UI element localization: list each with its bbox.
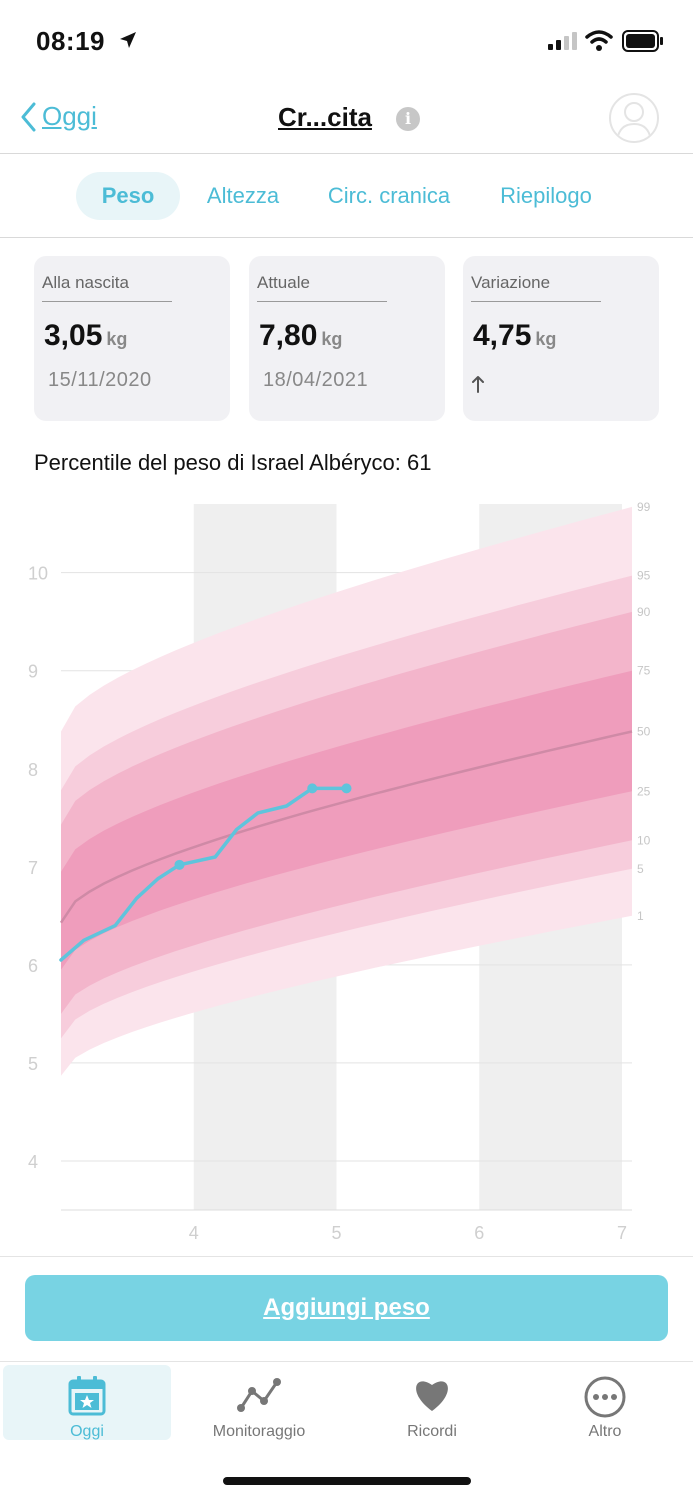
avatar[interactable] bbox=[609, 93, 659, 143]
card-divider bbox=[257, 301, 387, 302]
nav-bar: Oggi Cr...cita i bbox=[0, 84, 693, 154]
card-label: Variazione bbox=[471, 273, 551, 292]
tabbar-label: Oggi bbox=[70, 1423, 104, 1440]
tab-peso[interactable]: Peso bbox=[76, 172, 180, 220]
x-tick-label: 4 bbox=[189, 1223, 199, 1243]
data-point bbox=[307, 783, 318, 794]
card-divider bbox=[471, 301, 601, 302]
percentile-text: Percentile del peso di Israel Albéryco: … bbox=[34, 450, 432, 475]
x-tick-label: 6 bbox=[474, 1223, 484, 1243]
percentile-band bbox=[61, 670, 632, 970]
y-tick-label: 4 bbox=[28, 1152, 38, 1172]
segment-tabs: Peso Altezza Circ. cranica Riepilogo bbox=[0, 155, 693, 238]
growth-chart[interactable]: 10 9 8 7 6 5 4 99 95 90 75 50 25 10 5 1 4 5 6 7 bbox=[0, 490, 693, 1260]
percentile-label: 95 bbox=[637, 569, 651, 583]
percentile-label: 99 bbox=[637, 500, 651, 514]
percentile-label: 50 bbox=[637, 724, 651, 738]
y-tick-label: 5 bbox=[28, 1054, 38, 1074]
home-indicator bbox=[223, 1477, 471, 1485]
tab-riepilogo[interactable]: Riepilogo bbox=[500, 183, 592, 208]
location-arrow-icon bbox=[120, 32, 136, 48]
tabbar-label: Altro bbox=[588, 1423, 622, 1440]
back-button[interactable]: Oggi bbox=[20, 101, 97, 132]
percentile-label: 25 bbox=[637, 784, 651, 798]
wifi-icon bbox=[585, 30, 613, 51]
y-tick-label: 9 bbox=[28, 662, 38, 682]
card-date: 18/04/2021 bbox=[263, 369, 369, 391]
y-tick-label: 8 bbox=[28, 760, 38, 780]
tabbar-item-altro[interactable]: Altro bbox=[521, 1365, 689, 1440]
arrow-up-icon bbox=[472, 376, 484, 393]
tab-bar: Oggi Monitoraggio Ricordi Altro bbox=[0, 1361, 693, 1500]
card-current-weight: Attuale 7,80 kg 18/04/2021 bbox=[249, 256, 445, 421]
y-tick-label: 10 bbox=[28, 564, 48, 584]
card-value: 3,05 kg bbox=[44, 319, 128, 352]
percentile-label: 75 bbox=[637, 664, 651, 678]
percentile-label: 5 bbox=[637, 862, 644, 876]
card-label: Alla nascita bbox=[42, 273, 129, 292]
card-unit: kg bbox=[106, 329, 128, 349]
tabbar-item-oggi[interactable]: Oggi bbox=[3, 1365, 171, 1440]
chart-line-icon bbox=[237, 1378, 281, 1412]
heart-icon bbox=[416, 1381, 448, 1411]
tab-altezza[interactable]: Altezza bbox=[206, 183, 280, 208]
tabbar-item-ricordi[interactable]: Ricordi bbox=[348, 1365, 516, 1440]
y-tick-label: 6 bbox=[28, 956, 38, 976]
status-time: 08:19 bbox=[36, 26, 105, 56]
divider bbox=[0, 1256, 693, 1257]
card-birth-weight: Alla nascita 3,05 kg 15/11/2020 bbox=[34, 256, 230, 421]
card-value: 4,75 kg bbox=[473, 319, 557, 352]
back-label: Oggi bbox=[42, 101, 97, 131]
tabbar-label: Monitoraggio bbox=[212, 1423, 306, 1440]
status-bar: 08:19 bbox=[0, 0, 693, 84]
weight-series-line bbox=[59, 786, 349, 962]
x-tick-label: 7 bbox=[617, 1223, 627, 1243]
percentile-label: 10 bbox=[637, 833, 651, 847]
data-point bbox=[341, 783, 352, 794]
card-weight-change: Variazione 4,75 kg bbox=[463, 256, 659, 421]
percentile-label: 90 bbox=[637, 605, 651, 619]
tabbar-label: Ricordi bbox=[407, 1423, 457, 1440]
card-divider bbox=[42, 301, 172, 302]
card-date: 15/11/2020 bbox=[48, 369, 152, 391]
signal-icon bbox=[548, 32, 577, 50]
tab-circ-cranica[interactable]: Circ. cranica bbox=[327, 183, 451, 208]
x-tick-label: 5 bbox=[331, 1223, 341, 1243]
info-icon[interactable]: i bbox=[396, 107, 420, 131]
tabbar-item-monitoraggio[interactable]: Monitoraggio bbox=[175, 1365, 343, 1440]
card-label: Attuale bbox=[257, 273, 310, 292]
data-point bbox=[174, 859, 185, 870]
card-unit: kg bbox=[535, 329, 557, 349]
user-icon bbox=[616, 102, 652, 141]
card-value: 7,80 kg bbox=[259, 319, 343, 352]
add-weight-button[interactable]: Aggiungi peso bbox=[25, 1275, 668, 1341]
page-title[interactable]: Cr...cita bbox=[278, 102, 372, 132]
y-tick-label: 7 bbox=[28, 858, 38, 878]
chevron-left-icon bbox=[21, 102, 36, 131]
battery-icon bbox=[622, 30, 663, 52]
card-unit: kg bbox=[321, 329, 343, 349]
calendar-icon bbox=[68, 1376, 106, 1416]
more-icon bbox=[584, 1376, 626, 1418]
percentile-label: 1 bbox=[637, 909, 644, 923]
median-line bbox=[59, 730, 633, 924]
